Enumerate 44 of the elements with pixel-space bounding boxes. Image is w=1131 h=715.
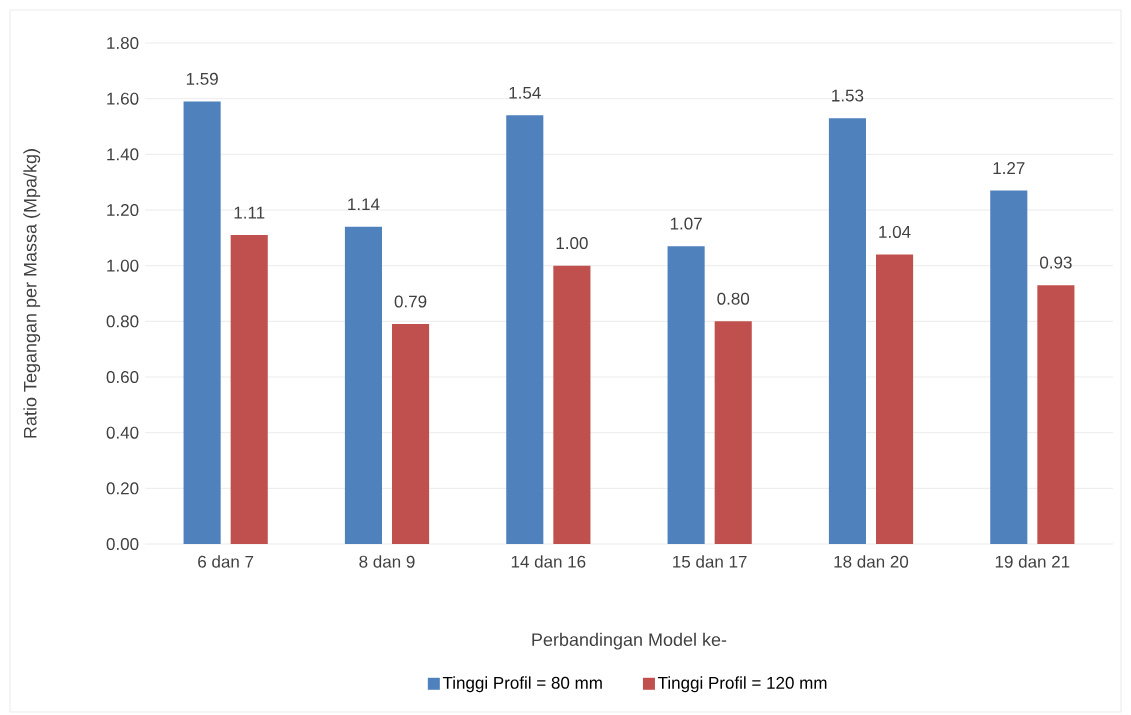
x-tick-label: 18 dan 20 [834, 555, 909, 568]
bar [828, 118, 866, 544]
bar [344, 226, 382, 544]
y-tick-label: 1.40 [107, 148, 139, 161]
data-label: 1.00 [556, 237, 588, 250]
data-label: 1.53 [832, 89, 864, 102]
data-label: 1.27 [993, 162, 1025, 174]
bar [667, 246, 705, 544]
bar [714, 321, 752, 544]
y-tick-label: 0.20 [106, 482, 139, 495]
data-label: 1.54 [509, 86, 541, 99]
bar [990, 190, 1028, 544]
bar [392, 324, 430, 544]
x-tick-label: 15 dan 17 [673, 555, 747, 568]
y-tick-label: 1.60 [107, 92, 139, 105]
bar [230, 235, 268, 544]
bar [1037, 285, 1075, 544]
legend-label: Tinggi Profil = 80 mm [442, 676, 602, 693]
x-tick-label: 19 dan 21 [995, 555, 1070, 568]
y-tick-label: 0.00 [106, 537, 139, 551]
y-tick-label: 0.80 [106, 315, 139, 328]
data-label: 0.93 [1040, 256, 1072, 269]
bar [553, 265, 591, 544]
bar [183, 101, 221, 544]
data-label: 1.11 [234, 206, 265, 219]
data-label: 0.80 [717, 292, 750, 305]
data-label: 1.07 [670, 217, 702, 230]
x-axis-title: Perbandingan Model ke- [532, 632, 727, 650]
x-tick-label: 14 dan 16 [511, 555, 586, 568]
legend-label: Tinggi Profil = 120 mm [657, 676, 827, 693]
data-label: 1.14 [348, 198, 380, 211]
bar [506, 115, 544, 544]
y-tick-label: 0.40 [106, 426, 139, 439]
y-axis-title: Ratio Tegangan per Massa (Mpa/kg) [23, 149, 41, 438]
y-tick-label: 0.60 [106, 370, 139, 384]
data-label: 1.59 [186, 72, 218, 85]
y-tick-label: 1.20 [107, 203, 139, 217]
bar [876, 254, 914, 544]
data-label: 0.79 [394, 295, 427, 308]
data-label: 1.04 [879, 225, 911, 238]
y-tick-label: 1.00 [107, 259, 139, 272]
x-tick-label: 8 dan 9 [359, 555, 415, 568]
x-tick-label: 6 dan 7 [198, 555, 254, 568]
y-tick-label: 1.80 [107, 36, 139, 50]
